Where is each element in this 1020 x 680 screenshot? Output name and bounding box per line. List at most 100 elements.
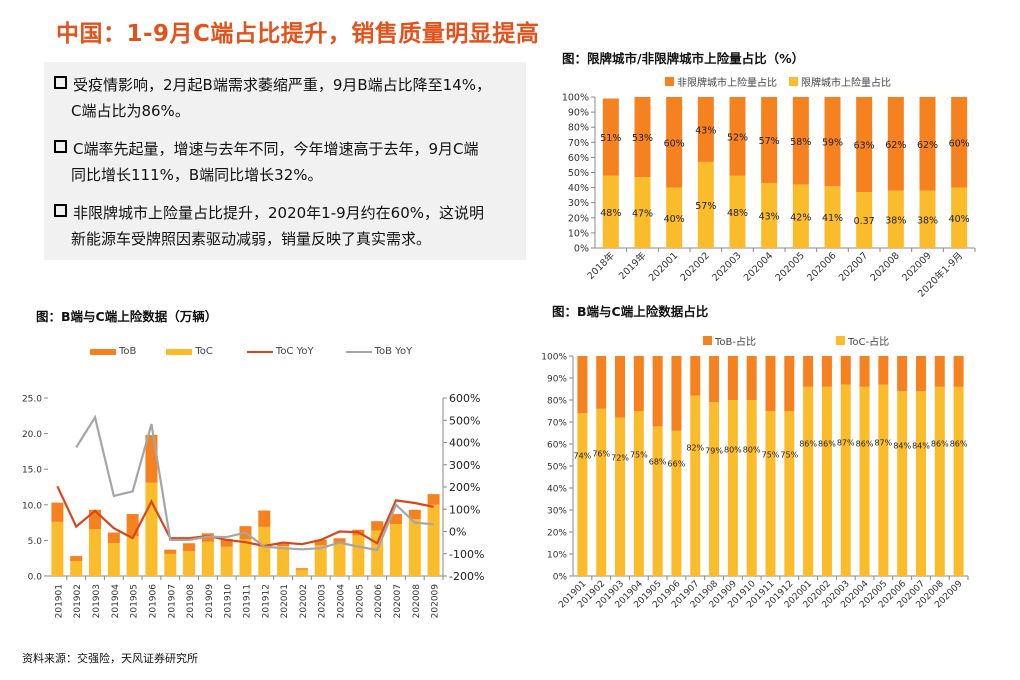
square-bullet-icon [54,204,67,217]
data-label: 75% [630,450,648,459]
y-tick-label: 40% [568,183,589,194]
bar-非限牌城市上险量占比 [856,97,873,193]
bullet-1: 受疫情影响，2月起B端需求萎缩严重，9月B端占比降至14%， C端占比为86%。 [54,72,524,124]
bar-ToB-占比 [878,356,889,385]
bar-ToC [51,521,64,576]
bar-ToB [427,494,440,505]
x-tick-label: 202007 [393,584,403,618]
bar-非限牌城市上险量占比 [887,97,904,191]
bar-ToB [51,502,64,522]
legend-swatch [166,348,193,355]
data-label: 41% [822,213,843,224]
data-label: 60% [949,138,970,149]
bullet-box: 受疫情影响，2月起B端需求萎缩严重，9月B端占比降至14%， C端占比为86%。 … [44,62,526,260]
bar-ToC-占比 [784,411,795,576]
square-bullet-icon [54,140,67,153]
bar-ToC-占比 [878,384,889,576]
line-ToC YoY [56,485,434,548]
bar-ToB-占比 [727,356,738,400]
bar-ToB-占比 [746,356,757,400]
bar-限牌城市上险量占比 [792,184,809,248]
y-tick-label: 50% [547,463,567,473]
bullet-2-line-2: 同比增长111%，B端同比增长32%。 [71,166,323,184]
data-label: 38% [885,215,906,226]
legend-label: ToB-占比 [715,337,756,348]
bar-ToC-占比 [803,386,814,576]
bullet-1-line-2: C端占比为86%。 [71,102,190,120]
x-tick-label: 201906 [148,584,158,619]
bar-ToB-占比 [690,356,701,396]
y2-tick-label: -200% [449,570,484,583]
y2-tick-label: -100% [449,548,484,561]
data-label: 53% [632,133,653,144]
bar-ToB-占比 [765,356,776,411]
x-tick-label: 202009 [431,584,441,619]
legend-swatch [836,336,845,345]
bar-ToB-占比 [596,356,607,409]
data-label: 84% [893,441,911,450]
data-label: 74% [574,451,592,460]
bullet-2-line-1: C端率先起量，增速与去年不同，今年增速高于去年，9月C端 [73,140,479,158]
bar-非限牌城市上险量占比 [792,97,809,185]
bullet-3-line-2: 新能源车受牌照因素驱动减弱，销量反映了真实需求。 [71,230,432,248]
bar-ToB-占比 [709,356,720,403]
chart1-title: 图：限牌城市/非限牌城市上险量占比（%） [562,51,805,66]
data-label: 68% [649,457,667,466]
bar-ToC [164,553,177,576]
bar-ToC [389,524,402,576]
chart1-legend: 非限牌城市上险量占比 限牌城市上险量占比 [665,74,891,89]
data-label: 43% [759,212,780,223]
bar-ToC-占比 [915,391,926,576]
bar-限牌城市上险量占比 [951,187,968,248]
y-tick-label: 70% [568,138,589,149]
y-tick-label: 60% [547,441,567,451]
bar-非限牌城市上险量占比 [824,97,841,187]
y-tick-label: 90% [568,108,589,119]
legend-swatch [703,336,712,345]
bar-ToB [371,521,384,531]
bar-ToC-占比 [746,400,757,576]
bar-限牌城市上险量占比 [761,183,778,248]
x-tick-label: 201905 [130,584,140,618]
data-label: 57% [759,136,780,147]
data-label: 0.37 [854,216,875,227]
x-tick-label: 202003 [318,584,328,618]
legend-label: ToB YoY [374,346,413,357]
bar-ToC [183,551,196,576]
bar-ToB-占比 [633,356,644,411]
y-tick-label: 5.0 [28,537,43,547]
data-label: 57% [695,201,716,212]
data-label: 43% [695,125,716,136]
bar-ToB [333,538,346,544]
bar-ToC [89,529,102,576]
y-tick-label: 60% [568,153,589,164]
bar-ToB-占比 [897,356,908,392]
legend-label: ToC YoY [275,346,314,357]
x-tick-label: 201909 [205,584,215,619]
y-tick-label: 50% [568,168,589,179]
bullet-1-line-1: 受疫情影响，2月起B端需求萎缩严重，9月B端占比降至14%， [73,76,492,94]
y-tick-label: 80% [547,397,567,407]
chart3-plot: 0%10%20%30%40%50%60%70%80%90%100%74%2019… [541,353,969,610]
bar-限牌城市上险量占比 [634,177,651,248]
bar-ToC-占比 [727,400,738,576]
bar-ToB-占比 [934,356,945,387]
x-tick-label: 202003 [710,250,743,283]
data-label: 47% [632,209,653,220]
y2-tick-label: 400% [449,437,480,450]
bar-限牌城市上险量占比 [729,175,746,248]
data-label: 62% [885,140,906,151]
bar-ToC-占比 [953,386,964,576]
y-tick-label: 90% [547,375,567,385]
legend-label: 非限牌城市上险量占比 [677,78,777,89]
slide-title: 中国：1-9月C端占比提升，销售质量明显提高 [56,21,540,47]
bar-ToC [126,536,139,576]
bar-ToC-占比 [765,411,776,576]
bar-ToB [107,532,120,544]
x-tick-label: 202002 [299,584,309,618]
square-bullet-icon [54,76,67,89]
x-tick-label: 201908 [186,584,196,619]
data-label: 76% [592,449,610,458]
y-tick-label: 20% [547,529,567,539]
bar-限牌城市上险量占比 [666,187,683,248]
